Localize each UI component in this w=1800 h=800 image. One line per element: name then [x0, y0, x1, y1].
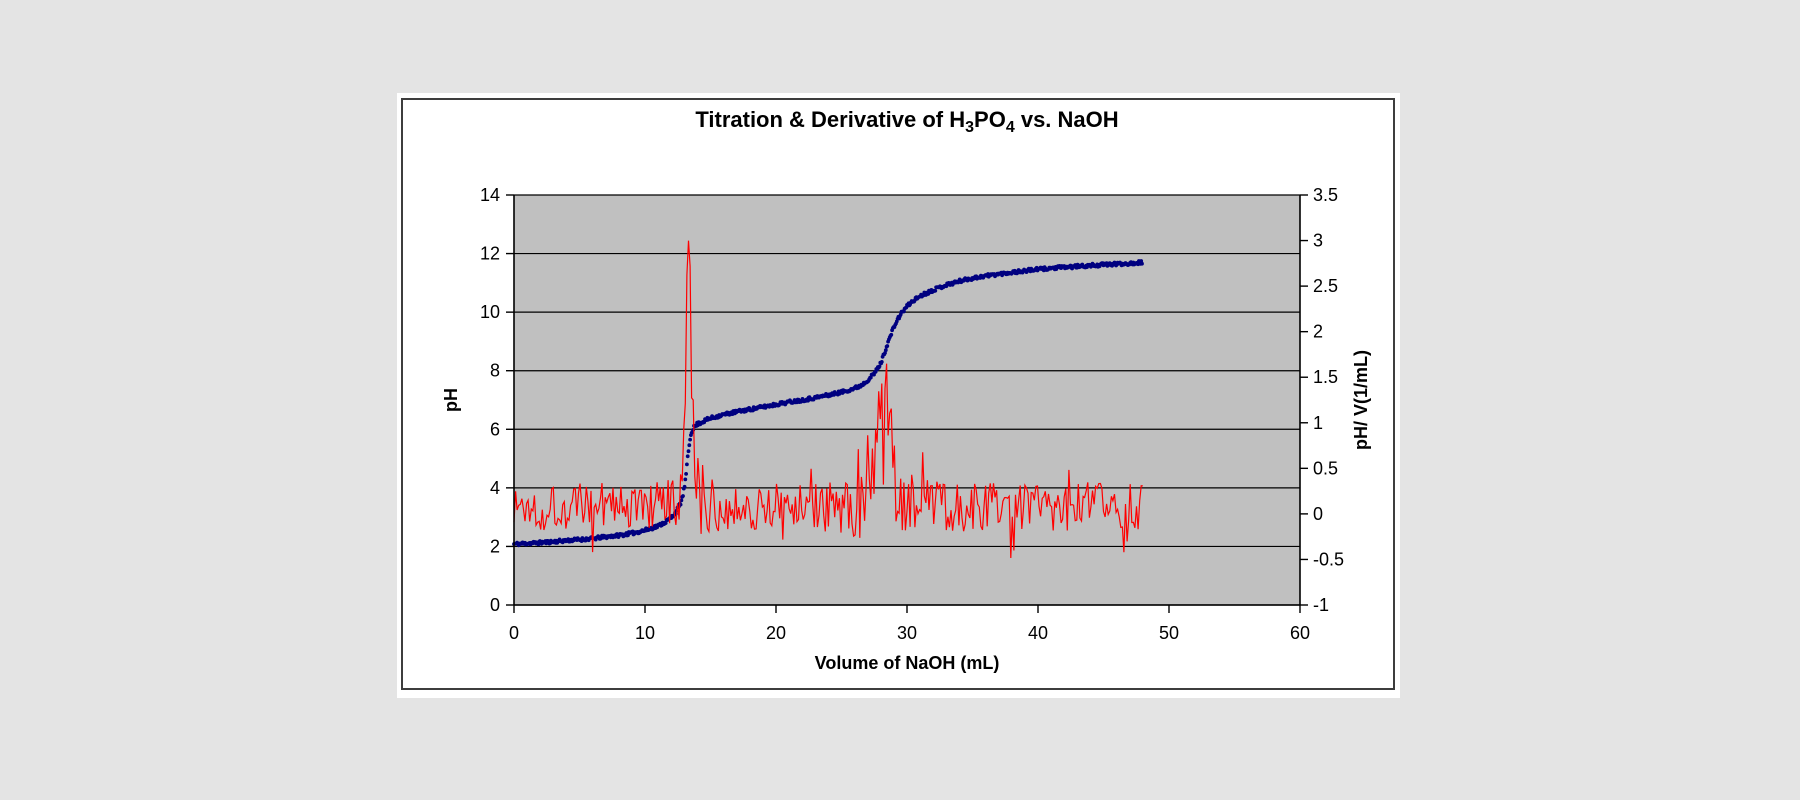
y-right-tick-label: -1 [1313, 595, 1329, 615]
y-right-tick-label: 3.5 [1313, 185, 1338, 205]
y-right-tick-label: 2 [1313, 322, 1323, 342]
x-tick-label: 30 [897, 623, 917, 643]
derivative-series [513, 240, 1143, 559]
x-tick-label: 20 [766, 623, 786, 643]
y-right-tick-label: -0.5 [1313, 549, 1344, 569]
y-left-tick-label: 12 [480, 244, 500, 264]
y-left-tick-label: 8 [490, 361, 500, 381]
y-right-tick-label: 3 [1313, 231, 1323, 251]
x-tick-label: 50 [1159, 623, 1179, 643]
y-left-tick-label: 4 [490, 478, 500, 498]
y-right-tick-label: 0.5 [1313, 458, 1338, 478]
chart-title: Titration & Derivative of H3PO4 vs. NaOH [695, 107, 1118, 136]
y-left-tick-label: 6 [490, 419, 500, 439]
y-left-tick-label: 10 [480, 302, 500, 322]
y-left-tick-label: 14 [480, 185, 500, 205]
y-axis-title-right: pH/ V(1/mL) [1351, 350, 1371, 450]
x-tick-label: 40 [1028, 623, 1048, 643]
x-tick-label: 0 [509, 623, 519, 643]
y-left-tick-label: 0 [490, 595, 500, 615]
x-tick-label: 60 [1290, 623, 1310, 643]
plot-area [514, 195, 1300, 605]
y-right-tick-label: 1.5 [1313, 367, 1338, 387]
y-axis-title-left: pH [441, 388, 461, 412]
tick-marks-group [506, 194, 1308, 613]
y-right-tick-label: 1 [1313, 413, 1323, 433]
x-tick-label: 10 [635, 623, 655, 643]
derivative-curve [513, 240, 1143, 559]
y-right-tick-label: 2.5 [1313, 276, 1338, 296]
y-right-tick-label: 0 [1313, 504, 1323, 524]
x-axis-title: Volume of NaOH (mL) [815, 653, 1000, 673]
y-left-tick-label: 2 [490, 536, 500, 556]
